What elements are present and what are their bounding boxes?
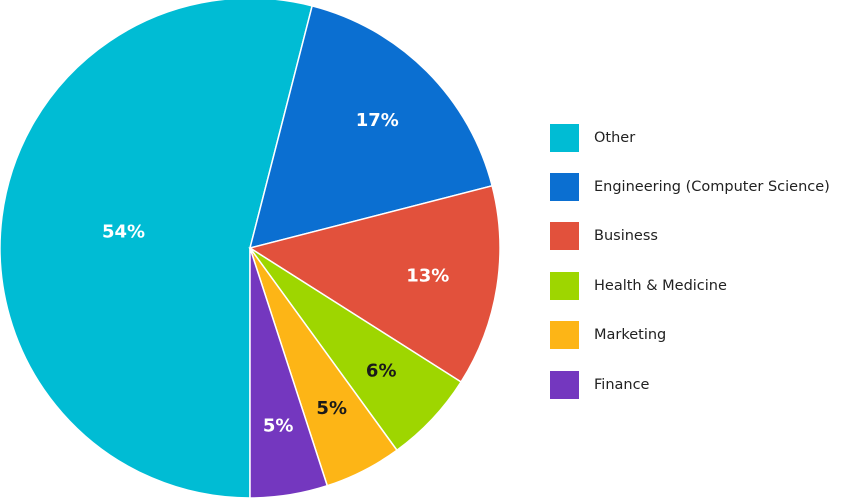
chart-legend: Other Engineering (Computer Science) Busin… — [550, 113, 830, 409]
pie-chart-svg: 54% 17% 13% 6% 5% 5% — [0, 0, 501, 499]
legend-item-4: Marketing — [550, 311, 830, 360]
pie-slice-1 — [248, 4, 494, 250]
legend-label: Marketing — [594, 327, 667, 344]
legend-label: Other — [594, 129, 636, 146]
pie-slice-5 — [249, 247, 329, 499]
slice-label-3: 6% — [366, 361, 397, 382]
slice-label-2: 13% — [406, 266, 449, 287]
legend-label: Business — [594, 228, 658, 245]
legend-item-5: Finance — [550, 360, 830, 409]
legend-item-0: Other — [550, 113, 830, 162]
legend-swatch — [550, 222, 579, 251]
legend-item-3: Health & Medicine — [550, 261, 830, 310]
legend-label: Finance — [594, 376, 650, 393]
slice-label-5: 5% — [263, 415, 294, 436]
pie-slice-2 — [248, 184, 501, 383]
legend-label: Health & Medicine — [594, 277, 727, 294]
legend-swatch — [550, 370, 579, 399]
slice-label-0: 54% — [102, 222, 145, 243]
legend-item-2: Business — [550, 212, 830, 261]
legend-swatch — [550, 271, 579, 300]
legend-swatch — [550, 321, 579, 350]
legend-item-1: Engineering (Computer Science) — [550, 162, 830, 211]
legend-swatch — [550, 123, 579, 152]
legend-label: Engineering (Computer Science) — [594, 179, 830, 196]
pie-slice-0 — [0, 0, 314, 499]
slice-label-1: 17% — [356, 110, 399, 131]
legend-swatch — [550, 173, 579, 202]
slice-label-4: 5% — [316, 398, 347, 419]
